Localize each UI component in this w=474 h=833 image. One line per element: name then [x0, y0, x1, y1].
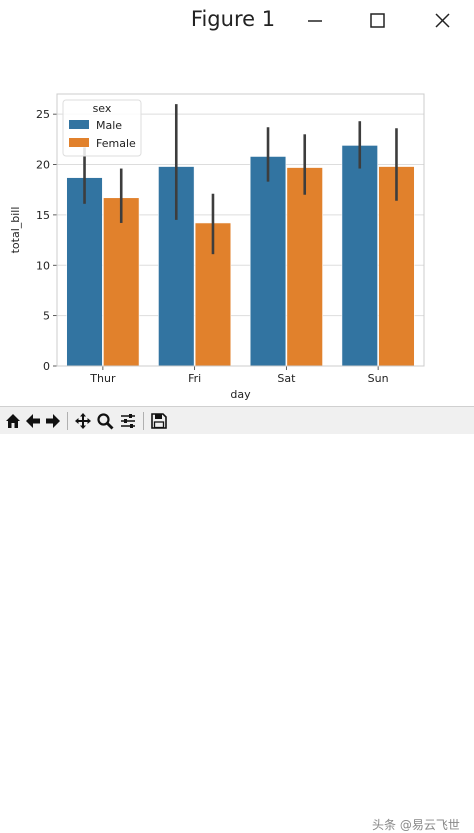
bar-female-sat	[286, 167, 323, 367]
x-axis-label: day	[230, 388, 251, 401]
legend-title: sex	[93, 102, 112, 115]
x-tick-label: Sat	[277, 372, 296, 385]
figure-canvas: 0 5 10 15 20 25 Thur Fri Sat Sun day total_bill sex M…	[0, 44, 474, 404]
home-button[interactable]	[2, 410, 24, 432]
forward-button[interactable]	[42, 410, 64, 432]
legend-label-male: Male	[96, 119, 122, 132]
y-tick-label: 20	[36, 159, 50, 172]
floppy-disk-icon	[151, 413, 167, 429]
close-icon	[435, 13, 450, 28]
bar-male-fri	[158, 166, 195, 367]
legend-swatch-female	[69, 138, 89, 147]
y-tick-label: 10	[36, 259, 50, 272]
bar-male-sun	[341, 145, 378, 367]
toolbar-separator	[143, 412, 144, 430]
home-icon	[6, 414, 20, 428]
y-tick-label: 25	[36, 108, 50, 121]
move-icon	[75, 413, 91, 429]
arrow-left-icon	[26, 414, 40, 428]
back-button[interactable]	[22, 410, 44, 432]
zoom-button[interactable]	[94, 410, 116, 432]
save-button[interactable]	[148, 410, 170, 432]
watermark-text: 头条 @易云飞世	[372, 818, 460, 832]
bar-male-thur	[66, 177, 103, 367]
maximize-icon	[370, 13, 385, 28]
magnifier-icon	[97, 413, 114, 430]
x-tick-label: Thur	[89, 372, 116, 385]
legend-label-female: Female	[96, 137, 136, 150]
plot-frame	[56, 93, 425, 367]
maximize-button[interactable]	[358, 4, 398, 38]
y-axis-label: total_bill	[9, 207, 22, 254]
minimize-button[interactable]	[294, 4, 334, 38]
arrow-right-icon	[46, 414, 60, 428]
minimize-icon	[308, 20, 322, 22]
y-tick-label: 0	[43, 360, 50, 373]
window-title: Figure 1	[190, 7, 276, 31]
bar-chart: 0 5 10 15 20 25 Thur Fri Sat Sun day total_bill sex M…	[9, 93, 425, 401]
bar-male-sat	[249, 156, 287, 367]
bar-female-thur	[103, 197, 140, 367]
legend-swatch-male	[69, 120, 89, 129]
y-tick-label: 15	[36, 209, 50, 222]
y-tick-label: 5	[43, 310, 50, 323]
x-tick-label: Sun	[368, 372, 389, 385]
x-tick-label: Fri	[188, 372, 201, 385]
navigation-toolbar: 头条 @易云飞世	[0, 406, 474, 832]
sliders-icon	[121, 414, 135, 428]
pan-button[interactable]	[72, 410, 94, 432]
close-button[interactable]	[422, 4, 462, 38]
window-titlebar: Figure 1	[0, 0, 474, 44]
configure-subplots-button[interactable]	[117, 410, 139, 432]
toolbar-separator	[67, 412, 68, 430]
